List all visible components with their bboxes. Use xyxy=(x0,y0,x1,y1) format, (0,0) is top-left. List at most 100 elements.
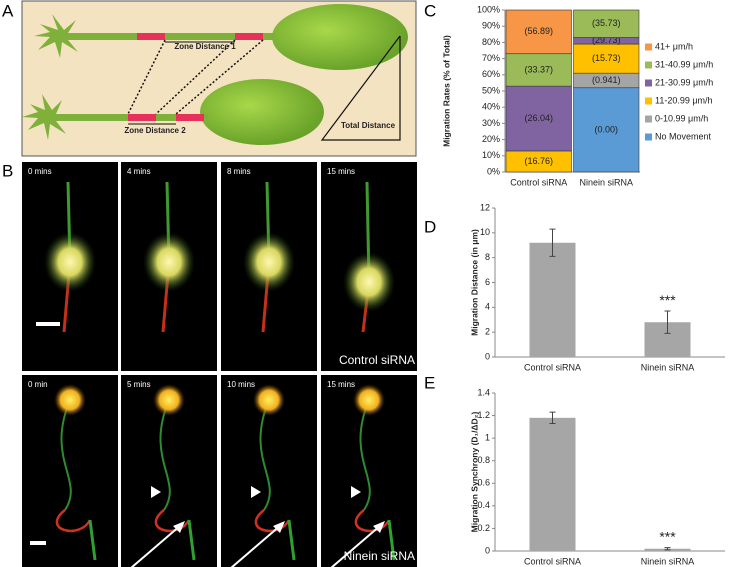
diagram: Zone Distance 1 Zone Distance 2 Total Di… xyxy=(21,0,417,157)
y-tick-label: 50% xyxy=(482,85,500,95)
charts: 0% 10% 20% 30% 40% 50% 60% 70% 80% 90% 100% Migrati… xyxy=(441,4,725,566)
legend-label: 0-10.99 μm/h xyxy=(655,113,708,123)
y-tick-label: 40% xyxy=(482,102,500,112)
y-tick-label: 0.4 xyxy=(477,500,490,510)
bar-segment xyxy=(505,9,572,55)
growth-cone xyxy=(22,94,70,140)
cell xyxy=(343,252,395,312)
y-tick-label: 100% xyxy=(477,4,500,14)
diagram-label: Zone Distance 1 xyxy=(174,42,236,51)
zone xyxy=(128,114,156,121)
segment-label: (15.73) xyxy=(592,53,621,63)
error-bar xyxy=(549,228,556,257)
x-tick-label: Ninein siRNA xyxy=(579,177,633,187)
legend-label: 41+ μm/h xyxy=(655,41,693,51)
bar-segment xyxy=(573,43,640,74)
condition-label: Ninein siRNA xyxy=(344,549,415,563)
y-tick-label: 2 xyxy=(485,327,490,337)
time-label: 8 mins xyxy=(227,167,251,176)
error-bar xyxy=(664,310,671,334)
x-tick-label: Ninein siRNA xyxy=(641,556,695,566)
bar xyxy=(529,417,576,551)
panel-letter: E xyxy=(424,373,435,392)
bar-segment xyxy=(573,9,640,38)
process xyxy=(154,509,191,533)
dashed-line xyxy=(127,39,166,115)
legend-label: 31-40.99 μm/h xyxy=(655,59,713,69)
time-label: 4 mins xyxy=(127,167,151,176)
legend-swatch xyxy=(645,133,652,141)
y-axis-title: Migration Rates (% of Total) xyxy=(441,35,451,147)
y-tick-label: 0.6 xyxy=(477,478,490,488)
zone xyxy=(137,33,165,40)
panel-letter: A xyxy=(2,1,14,20)
diagram-label: Total Distance xyxy=(341,121,396,130)
process xyxy=(159,399,171,511)
segment-label: (0.00) xyxy=(594,124,618,134)
process xyxy=(359,399,371,511)
arrow-head xyxy=(273,521,285,533)
arrowhead-marker xyxy=(351,486,361,498)
x-tick-label: Ninein siRNA xyxy=(641,362,695,372)
arrowhead-marker xyxy=(251,486,261,498)
cell-body xyxy=(272,4,408,70)
y-tick-label: 30% xyxy=(482,118,500,128)
time-label: 15 mins xyxy=(327,380,355,389)
legend-label: No Movement xyxy=(655,131,712,141)
legend-swatch xyxy=(645,115,652,123)
time-label: 0 mins xyxy=(28,167,52,176)
arrow xyxy=(130,524,182,567)
cell xyxy=(253,384,285,416)
cell xyxy=(44,232,96,292)
segment-label: (33.37) xyxy=(524,64,553,74)
error-bar xyxy=(549,411,556,424)
segment-label: (35.73) xyxy=(592,18,621,28)
growth-cone xyxy=(34,14,85,58)
process xyxy=(187,519,196,561)
y-tick-label: 10 xyxy=(480,227,490,237)
y-tick-label: 60% xyxy=(482,69,500,79)
zone xyxy=(176,114,204,121)
segment-label: (16.76) xyxy=(524,156,553,166)
x-tick-label: Control siRNA xyxy=(524,362,581,372)
scale-bar xyxy=(36,322,60,326)
y-tick-label: 10% xyxy=(482,150,500,160)
segment-label: (29.73) xyxy=(592,35,621,45)
time-label: 0 min xyxy=(28,380,48,389)
legend-swatch xyxy=(645,43,652,51)
cell xyxy=(143,232,195,292)
y-tick-label: 1.2 xyxy=(477,410,490,420)
y-tick-label: 1 xyxy=(485,433,490,443)
process xyxy=(259,399,271,511)
y-tick-label: 90% xyxy=(482,21,500,31)
process xyxy=(55,509,92,533)
significance: *** xyxy=(659,528,676,544)
arrow-head xyxy=(373,521,385,533)
legend-swatch xyxy=(645,97,652,105)
y-tick-label: 20% xyxy=(482,134,500,144)
legend-label: 11-20.99 μm/h xyxy=(655,95,713,105)
x-tick-label: Control siRNA xyxy=(510,177,567,187)
time-label: 5 mins xyxy=(127,380,151,389)
time-label: 10 mins xyxy=(227,380,255,389)
error-bar xyxy=(664,547,671,551)
cell xyxy=(243,232,295,292)
zone xyxy=(235,33,263,40)
total-triangle xyxy=(320,35,401,141)
panel-letter: C xyxy=(424,1,436,20)
x-tick-label: Control siRNA xyxy=(524,556,581,566)
y-tick-label: 0.2 xyxy=(477,523,490,533)
legend-label: 21-30.99 μm/h xyxy=(655,77,713,87)
cell xyxy=(153,384,185,416)
y-axis-title: Migration Distance (in μm) xyxy=(469,229,479,336)
process xyxy=(354,509,391,533)
bar-segment xyxy=(573,87,640,173)
y-tick-label: 80% xyxy=(482,37,500,47)
dashed-line xyxy=(175,39,264,115)
significance: *** xyxy=(659,292,676,308)
cell xyxy=(54,384,86,416)
y-axis-title: Migration Synchrony (D₁/ΔD₂) xyxy=(469,412,479,533)
process xyxy=(287,519,296,561)
scale-bar xyxy=(30,541,46,545)
